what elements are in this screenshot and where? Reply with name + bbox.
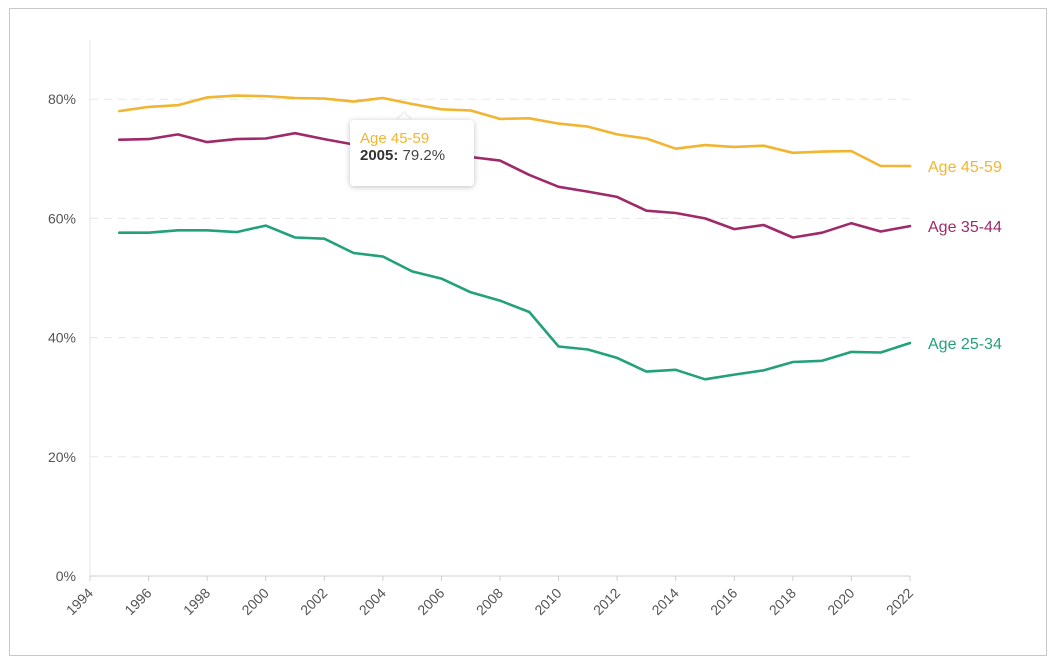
series-line-age-35-44 bbox=[118, 131, 912, 239]
x-tick-label: 2016 bbox=[707, 585, 740, 618]
x-tick-label: 2002 bbox=[297, 585, 330, 618]
tooltip-series-name: Age 45-59 bbox=[360, 130, 430, 147]
y-tick-label: 40% bbox=[48, 330, 76, 346]
x-tick-label: 2000 bbox=[238, 585, 271, 618]
tooltip: Age 45-59 2005: 79.2% bbox=[350, 120, 474, 186]
x-tick-label: 2012 bbox=[590, 585, 623, 618]
series-line-age-25-34 bbox=[118, 224, 912, 381]
x-tick-label: 1996 bbox=[121, 585, 154, 618]
series-line-age-45-59 bbox=[118, 94, 912, 168]
tooltip-value: 79.2% bbox=[402, 147, 446, 164]
chart-frame bbox=[9, 8, 1047, 656]
x-tick-label: 2004 bbox=[356, 585, 389, 618]
gridlines bbox=[90, 98, 910, 458]
x-tick-label: 2008 bbox=[473, 585, 506, 618]
x-tick-label: 2014 bbox=[648, 585, 681, 618]
end-labels: Age 45-59 Age 35-44 Age 25-34 bbox=[928, 159, 1002, 353]
end-label-age-25-34: Age 25-34 bbox=[928, 336, 1002, 353]
y-tick-label: 60% bbox=[48, 210, 76, 226]
series-lines bbox=[118, 94, 912, 381]
x-tick-label: 2022 bbox=[883, 585, 916, 618]
tooltip-arrow bbox=[396, 113, 412, 121]
tooltip-year: 2005: bbox=[360, 147, 399, 164]
tooltip-value-row: 2005: 79.2% bbox=[360, 147, 464, 164]
x-tick-label: 2018 bbox=[766, 585, 799, 618]
y-tick-label: 20% bbox=[48, 449, 76, 465]
x-tick-label: 2010 bbox=[531, 585, 564, 618]
x-tick-label: 1998 bbox=[180, 585, 213, 618]
y-tick-label: 80% bbox=[48, 91, 76, 107]
y-tick-label: 0% bbox=[56, 568, 76, 584]
axes: 0% 20% 40% 60% 80% 1994 1996 1998 2000 2002 2004 20… bbox=[48, 40, 916, 618]
x-tick-label: 1994 bbox=[63, 585, 96, 618]
end-label-age-35-44: Age 35-44 bbox=[928, 219, 1002, 236]
x-tick-label: 2020 bbox=[824, 585, 857, 618]
end-label-age-45-59: Age 45-59 bbox=[928, 159, 1002, 176]
x-tick-label: 2006 bbox=[414, 585, 447, 618]
